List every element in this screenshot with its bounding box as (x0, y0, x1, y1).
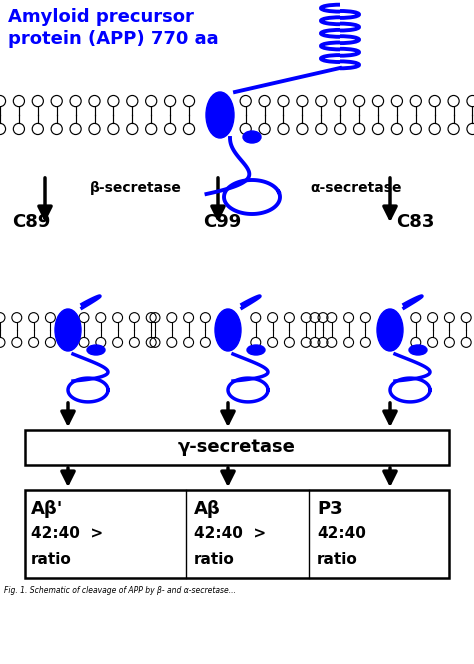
Ellipse shape (206, 92, 234, 138)
Text: ratio: ratio (31, 552, 72, 567)
Text: Amyloid precursor: Amyloid precursor (8, 8, 194, 26)
Bar (25, 490, 449, 578)
Ellipse shape (247, 345, 265, 355)
Text: C83: C83 (396, 213, 434, 231)
Text: protein (APP) 770 aa: protein (APP) 770 aa (8, 30, 219, 48)
Text: Aβ': Aβ' (31, 500, 64, 518)
Text: Fig. 1. Schematic of cleavage of APP by β- and α-secretase...: Fig. 1. Schematic of cleavage of APP by … (4, 586, 236, 595)
Text: β-secretase: β-secretase (90, 181, 182, 195)
Bar (25, 430, 449, 465)
Text: ratio: ratio (194, 552, 235, 567)
Text: γ-secretase: γ-secretase (178, 438, 296, 457)
Text: α-secretase: α-secretase (310, 181, 401, 195)
Ellipse shape (409, 345, 427, 355)
Ellipse shape (87, 345, 105, 355)
Text: C89: C89 (12, 213, 50, 231)
Ellipse shape (243, 131, 261, 143)
Text: 42:40  >: 42:40 > (31, 526, 103, 541)
Ellipse shape (377, 309, 403, 351)
Text: C99: C99 (203, 213, 241, 231)
Ellipse shape (55, 309, 81, 351)
Text: P3: P3 (317, 500, 343, 518)
Ellipse shape (215, 309, 241, 351)
Text: Aβ: Aβ (194, 500, 221, 518)
Text: 42:40: 42:40 (317, 526, 366, 541)
Text: 42:40  >: 42:40 > (194, 526, 266, 541)
Text: ratio: ratio (317, 552, 358, 567)
